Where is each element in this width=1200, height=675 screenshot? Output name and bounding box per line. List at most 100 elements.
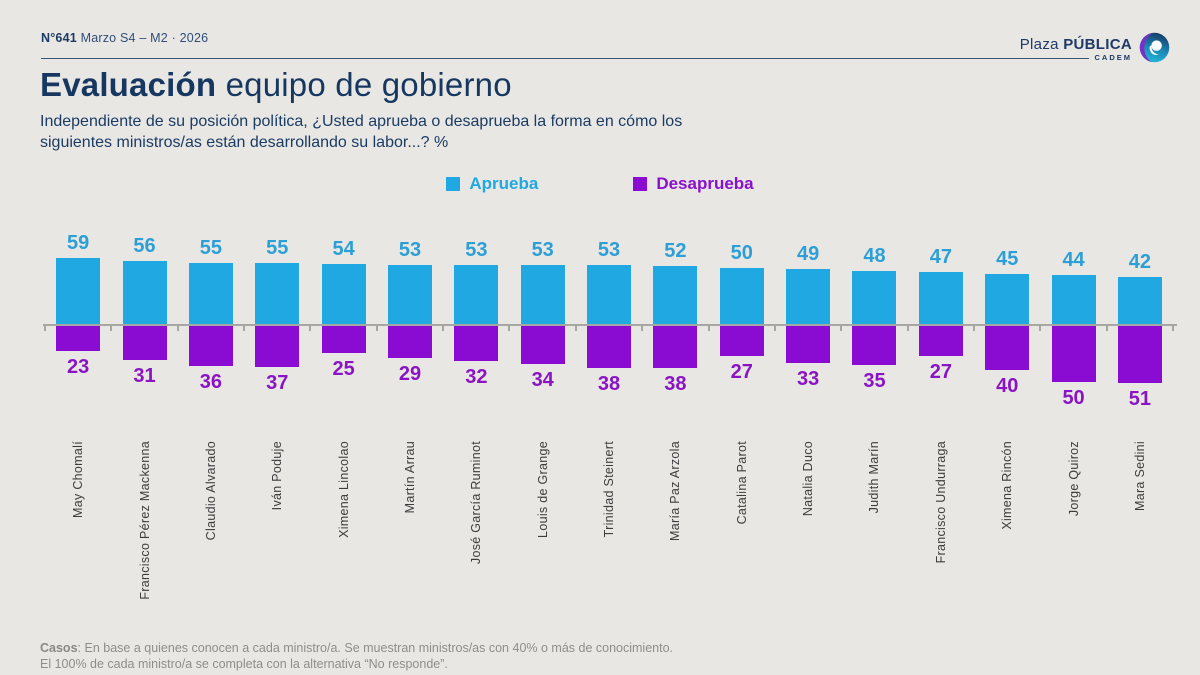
disapprove-bar [188, 325, 233, 366]
category-label-cell: Judith Marín [841, 441, 907, 633]
question-line-2: siguientes ministros/as están desarrolla… [40, 134, 449, 151]
disapprove-value-label: 33 [797, 367, 820, 390]
disapprove-bar [1117, 325, 1162, 383]
disapprove-bar [587, 325, 632, 369]
axis-tick [574, 326, 577, 331]
disapprove-value-label: 37 [266, 372, 289, 394]
category-label-cell: Mara Sedini [1107, 441, 1173, 633]
approve-bar [1117, 277, 1162, 325]
approve-value-label: 53 [398, 238, 422, 261]
approve-bar [653, 266, 698, 325]
bar-group: 55 37 [244, 230, 310, 443]
approve-value-label: 42 [1128, 251, 1152, 274]
axis-tick [508, 326, 511, 331]
disapprove-value-label: 40 [996, 375, 1019, 398]
approve-value-label: 49 [797, 243, 820, 266]
approve-bar [985, 273, 1030, 325]
disapprove-value-label: 35 [863, 369, 886, 392]
question-line-1: Independiente de su posición política, ¿… [40, 113, 683, 130]
approve-bar [56, 258, 101, 325]
approve-bar [454, 264, 499, 325]
legend-item-disapprove: Desaprueba [633, 174, 754, 194]
axis-tick [773, 326, 776, 331]
axis-tick [1105, 326, 1108, 331]
disapprove-value-label: 38 [597, 373, 621, 396]
disapprove-bar [653, 325, 698, 369]
axis-tick [641, 326, 644, 331]
minister-name-label: Catalina Parot [734, 441, 749, 525]
disapprove-bar [56, 325, 101, 352]
axis-tick [309, 326, 312, 331]
bar-group: 56 31 [111, 230, 177, 443]
minister-name-label: Claudio Alvarado [203, 441, 218, 541]
bar-group: 55 36 [178, 230, 244, 443]
disapprove-bar [255, 325, 300, 367]
approve-bar [255, 262, 300, 325]
brand-publica: PÚBLICA [1063, 36, 1132, 53]
minister-name-label: Jorge Quiroz [1066, 441, 1081, 517]
disapprove-value-label: 25 [332, 358, 355, 381]
approve-value-label: 44 [1062, 249, 1085, 272]
axis-tick [442, 326, 445, 331]
page-title-regular: equipo de gobierno [216, 66, 512, 103]
header-divider [41, 58, 1089, 59]
approve-bar [188, 262, 233, 325]
category-label-cell: Louis de Grange [510, 441, 576, 633]
footnote-bold: Casos [40, 641, 78, 655]
axis-tick [176, 326, 179, 331]
approve-value-label: 47 [929, 245, 952, 268]
bar-group: 44 50 [1040, 230, 1106, 443]
disapprove-bar [122, 325, 167, 361]
disapprove-value-label: 50 [1062, 386, 1085, 409]
disapprove-bar [454, 325, 499, 362]
footnote-line-1: Casos: En base a quienes conocen a cada … [40, 641, 673, 657]
approve-bar [520, 264, 565, 325]
disapprove-bar [520, 325, 565, 364]
footnote-line-2: El 100% de cada ministro/a se completa c… [40, 656, 448, 671]
bar-group: 54 25 [310, 230, 376, 443]
brand-cadem: CADEM [1094, 53, 1132, 62]
bar-group: 53 32 [443, 230, 509, 443]
approve-bar [321, 263, 366, 325]
axis-tick [375, 326, 378, 331]
disapprove-value-label: 27 [730, 360, 753, 383]
footnote: Casos: En base a quienes conocen a cada … [40, 641, 673, 672]
category-label-cell: José García Ruminot [443, 441, 509, 633]
minister-name-label: Natalia Duco [801, 441, 816, 517]
disapprove-value-label: 34 [531, 368, 554, 391]
approve-value-label: 48 [863, 244, 886, 267]
category-label-cell: Trinidad Steinert [576, 441, 642, 633]
disapprove-bar [1051, 325, 1096, 382]
approve-value-label: 52 [664, 240, 687, 262]
category-label-cell: May Chomalí [45, 441, 111, 633]
minister-name-label: Ximena Rincón [1000, 441, 1015, 530]
axis-tick [44, 326, 46, 331]
category-label-cell: Natalia Duco [775, 441, 841, 633]
approve-value-label: 56 [133, 235, 156, 258]
disapprove-bar [918, 325, 963, 356]
page-title-bold: Evaluación [40, 66, 217, 103]
approve-bar [786, 269, 831, 325]
axis-tick [972, 326, 975, 331]
disapprove-bar [852, 325, 897, 365]
bar-group: 49 33 [775, 230, 841, 443]
minister-name-label: Judith Marín [867, 441, 882, 514]
legend-approve-label: Aprueba [469, 174, 539, 193]
category-label-cell: Francisco Pérez Mackenna [111, 441, 177, 633]
disapprove-value-label: 23 [67, 356, 90, 379]
page-title: Evaluación equipo de gobierno [40, 66, 512, 104]
footnote-line1-rest: : En base a quienes conocen a cada minis… [77, 641, 673, 655]
approve-value-label: 55 [266, 236, 289, 259]
approve-bar [918, 271, 963, 325]
diverging-bar-chart: 59 23 56 31 55 36 55 37 54 25 53 29 53 32 53 34 53 38 52 38… [43, 230, 1177, 443]
disapprove-value-label: 51 [1128, 387, 1152, 410]
edition-label: Marzo S4 – M2 · 2026 [80, 31, 209, 45]
minister-name-label: Martín Arrau [402, 441, 417, 514]
category-label-cell: Jorge Quiroz [1040, 441, 1106, 633]
approve-value-label: 54 [332, 237, 355, 260]
approve-value-label: 55 [199, 236, 223, 259]
approve-bar [122, 261, 167, 325]
disapprove-value-label: 27 [929, 360, 952, 383]
bar-group: 48 35 [841, 230, 907, 443]
